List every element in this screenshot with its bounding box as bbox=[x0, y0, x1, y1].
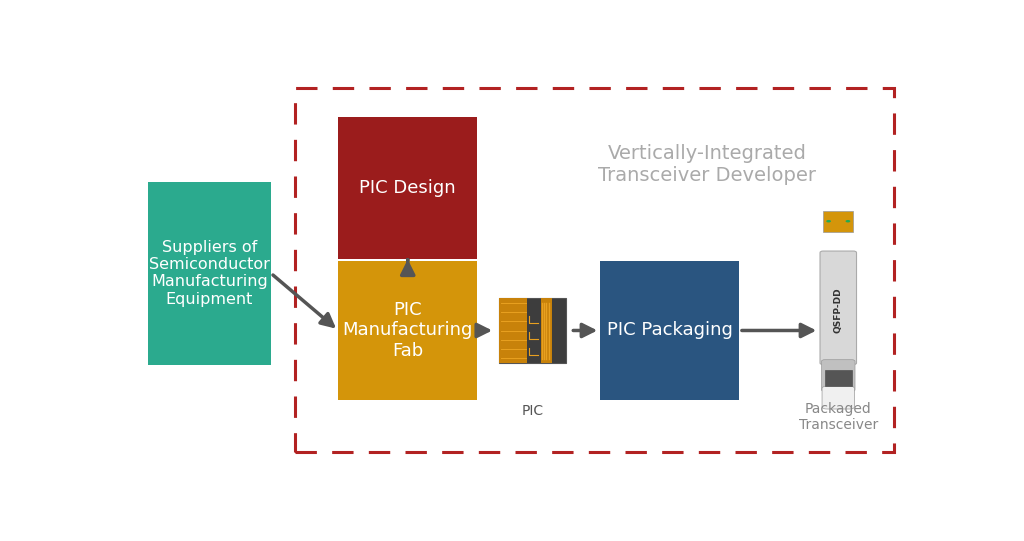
Bar bbox=[499, 299, 566, 363]
Text: Suppliers of
Semiconductor
Manufacturing
Equipment: Suppliers of Semiconductor Manufacturing… bbox=[148, 240, 269, 307]
Bar bbox=[541, 299, 552, 363]
Text: PIC: PIC bbox=[521, 404, 544, 418]
Bar bbox=[295, 88, 894, 452]
Bar bbox=[823, 210, 853, 232]
Text: Packaged
Transceiver: Packaged Transceiver bbox=[799, 402, 878, 432]
FancyBboxPatch shape bbox=[822, 386, 854, 409]
FancyBboxPatch shape bbox=[821, 360, 855, 391]
Text: PIC
Manufacturing
Fab: PIC Manufacturing Fab bbox=[343, 301, 473, 360]
Circle shape bbox=[846, 220, 850, 222]
Bar bbox=[147, 182, 270, 365]
Text: Vertically-Integrated
Transceiver Developer: Vertically-Integrated Transceiver Develo… bbox=[598, 144, 816, 186]
Bar bbox=[499, 299, 527, 363]
Text: QSFP-DD: QSFP-DD bbox=[834, 288, 843, 333]
Bar bbox=[338, 261, 477, 400]
Circle shape bbox=[826, 220, 831, 222]
Bar bbox=[600, 261, 739, 400]
FancyBboxPatch shape bbox=[820, 251, 856, 365]
Bar bbox=[338, 117, 477, 259]
Text: PIC Design: PIC Design bbox=[359, 179, 456, 197]
Text: PIC Packaging: PIC Packaging bbox=[606, 321, 732, 340]
Bar bbox=[825, 370, 852, 386]
